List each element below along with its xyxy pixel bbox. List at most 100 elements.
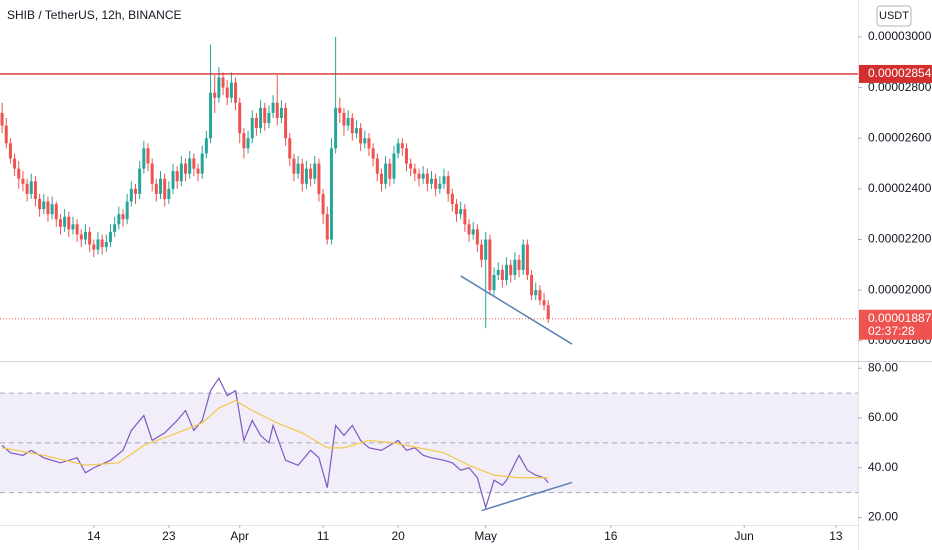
candle-body (455, 204, 459, 215)
candle-body (108, 231, 112, 243)
candle-body (150, 163, 154, 184)
candle-body (342, 112, 346, 126)
candle-body (517, 259, 521, 270)
candle-body (513, 259, 517, 275)
candle-body (129, 188, 133, 202)
rsi-line (1, 376, 549, 510)
candle-body (259, 107, 263, 129)
candle-body (196, 168, 200, 174)
candle-body (163, 178, 167, 199)
y-tick-label: 80.00 (868, 360, 898, 374)
candle-body (505, 264, 509, 280)
candle-body (409, 163, 413, 169)
candle-body (446, 176, 450, 194)
candle-body (88, 231, 92, 245)
candle-body (480, 244, 484, 260)
candle-body (459, 209, 463, 215)
candle-body (246, 138, 250, 149)
candle-body (209, 92, 213, 139)
price-line-label: 0.00002854 (868, 66, 932, 80)
y-tick-label: 0.00002400 (868, 181, 932, 195)
currency-box (876, 5, 912, 27)
candle-body (100, 239, 104, 248)
candle-body (200, 153, 204, 174)
last-price-label-box (859, 309, 932, 340)
x-tick-label: 16 (604, 529, 618, 543)
y-tick-label: 60.00 (868, 410, 898, 424)
candle-body (184, 163, 188, 174)
candle-body (475, 229, 479, 245)
candle-body (50, 204, 54, 215)
candle-body (471, 229, 475, 235)
candle-body (46, 201, 50, 215)
candle-body (42, 201, 46, 210)
candle-body (392, 153, 396, 179)
candle-body (17, 168, 21, 179)
candle-body (421, 173, 425, 179)
candle-body (321, 193, 325, 215)
x-tick-label: Jun (735, 529, 754, 543)
candle-body (142, 148, 146, 169)
candle-body (288, 138, 292, 159)
chart-title: SHIB / TetherUS, 12h, BINANCE (7, 8, 182, 22)
candle-body (213, 92, 217, 98)
trendline (460, 275, 573, 345)
candle-body (384, 163, 388, 184)
currency: USDT (879, 10, 909, 22)
candle-body (192, 158, 196, 169)
candle-body (133, 188, 137, 194)
candle-body (263, 107, 267, 124)
candle-body (492, 274, 496, 291)
last-price-label: 0.00001887 (868, 311, 932, 325)
candle-body (296, 163, 300, 174)
candle-body (38, 198, 42, 210)
candle-body (25, 183, 29, 194)
candle-body (75, 224, 79, 235)
candle-body (146, 148, 150, 164)
candle-body (63, 216, 67, 227)
candle-body (521, 244, 525, 270)
candle-body (121, 214, 125, 220)
candle-body (284, 107, 288, 139)
candle-body (509, 264, 513, 275)
candle-body (350, 117, 354, 134)
candle-body (425, 173, 429, 184)
candle-body (530, 274, 534, 296)
candle-body (371, 148, 375, 159)
candle-body (113, 224, 117, 232)
candle-body (325, 214, 329, 240)
candle-body (67, 216, 71, 230)
candle-body (225, 87, 229, 98)
candle-body (125, 201, 129, 220)
candle-body (538, 290, 542, 301)
x-tick-label: 13 (829, 529, 843, 543)
candle-body (179, 163, 183, 182)
candle-body (367, 138, 371, 149)
candle-body (334, 107, 338, 149)
candle-body (275, 102, 279, 118)
candle-body (542, 300, 546, 306)
y-tick-label: 0.00002200 (868, 232, 932, 246)
y-tick-label: 0.00002000 (868, 282, 932, 296)
y-tick-label: 0.00003000 (868, 29, 932, 43)
candle-body (117, 214, 121, 225)
candle-body (96, 239, 100, 250)
candle-body (238, 102, 242, 134)
candle-body (354, 128, 358, 134)
candle-body (379, 173, 383, 184)
candle-body (54, 204, 58, 220)
candle-body (71, 224, 75, 230)
candle-body (496, 269, 500, 275)
x-tick-label: 23 (162, 529, 176, 543)
candle-body (300, 163, 304, 184)
candle-body (104, 242, 108, 248)
y-tick-label: 0.00002800 (868, 80, 932, 94)
candle-body (525, 244, 529, 275)
candle-body (292, 158, 296, 174)
candle-body (221, 77, 225, 88)
candle-body (346, 117, 350, 126)
candle-body (488, 239, 492, 291)
candle-body (234, 82, 238, 103)
